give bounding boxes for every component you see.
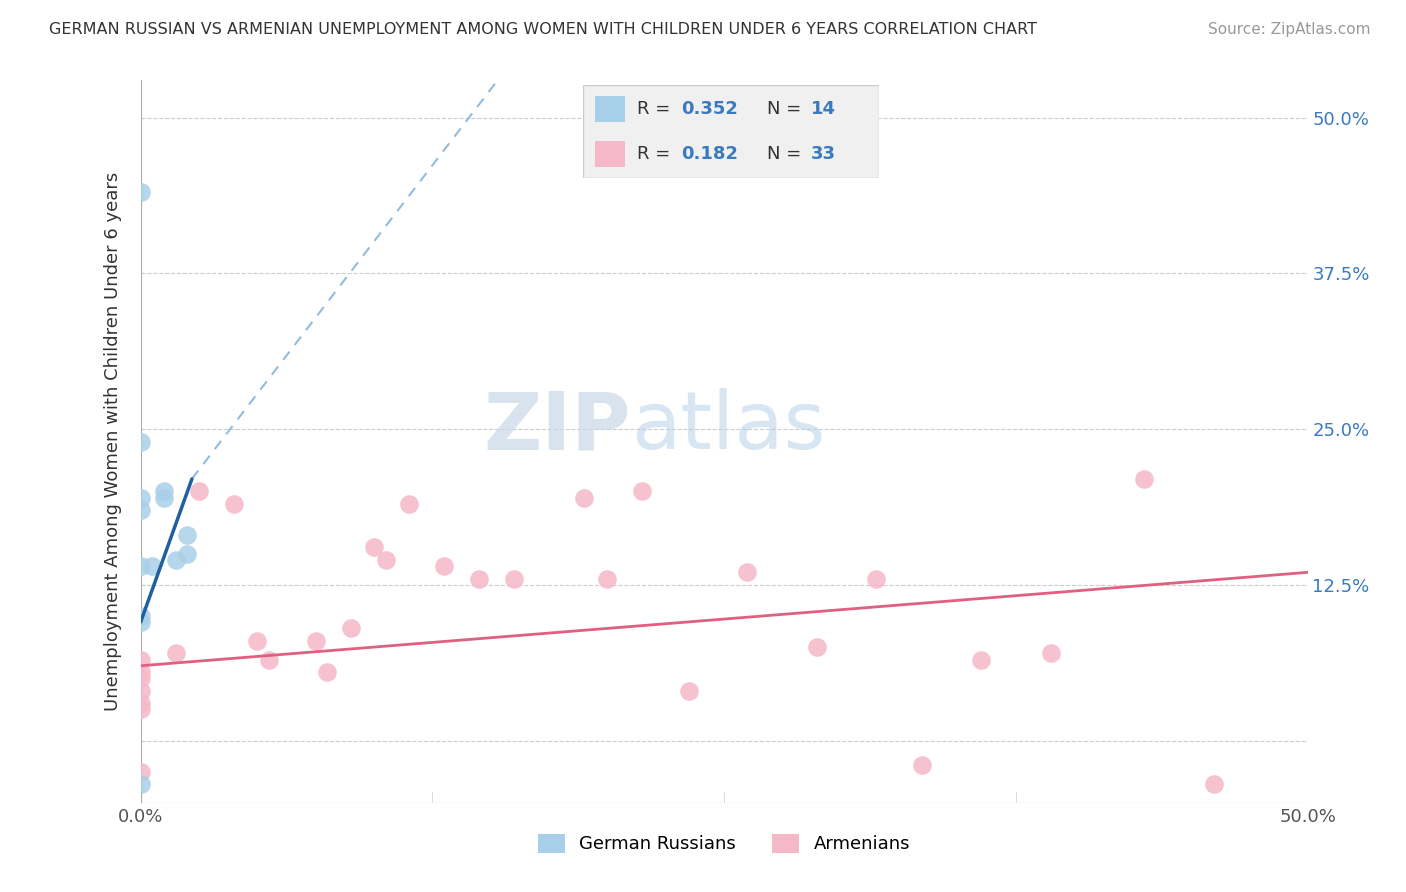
Point — [398, 497, 420, 511]
Point — [129, 559, 152, 574]
Point — [165, 646, 187, 660]
Point — [433, 559, 456, 574]
Point — [129, 665, 152, 679]
Point — [129, 609, 152, 624]
Point — [305, 633, 328, 648]
Text: 14: 14 — [811, 100, 835, 118]
Text: atlas: atlas — [631, 388, 825, 467]
Point — [246, 633, 269, 648]
Point — [176, 528, 198, 542]
Text: GERMAN RUSSIAN VS ARMENIAN UNEMPLOYMENT AMONG WOMEN WITH CHILDREN UNDER 6 YEARS : GERMAN RUSSIAN VS ARMENIAN UNEMPLOYMENT … — [49, 22, 1038, 37]
Text: 0.352: 0.352 — [681, 100, 738, 118]
Point — [129, 434, 152, 449]
Point — [129, 702, 152, 716]
FancyBboxPatch shape — [595, 141, 624, 167]
Point — [222, 497, 245, 511]
Point — [1204, 777, 1226, 791]
FancyBboxPatch shape — [583, 85, 879, 178]
Point — [129, 671, 152, 685]
Point — [129, 683, 152, 698]
Point — [316, 665, 339, 679]
Point — [129, 186, 152, 200]
Text: R =: R = — [637, 100, 676, 118]
Point — [153, 491, 176, 505]
Point — [153, 484, 176, 499]
Text: N =: N = — [766, 145, 807, 163]
Point — [503, 572, 526, 586]
Text: 0.182: 0.182 — [681, 145, 738, 163]
Point — [865, 572, 887, 586]
Point — [129, 764, 152, 779]
Point — [129, 696, 152, 710]
Point — [129, 777, 152, 791]
Point — [129, 615, 152, 630]
Point — [129, 652, 152, 666]
Point — [141, 559, 163, 574]
Point — [970, 652, 993, 666]
Point — [1133, 472, 1156, 486]
Point — [339, 621, 361, 635]
Text: Source: ZipAtlas.com: Source: ZipAtlas.com — [1208, 22, 1371, 37]
Text: ZIP: ZIP — [484, 388, 631, 467]
Point — [374, 553, 396, 567]
Point — [363, 541, 385, 555]
Point — [468, 572, 491, 586]
Point — [572, 491, 595, 505]
Text: 33: 33 — [811, 145, 835, 163]
Point — [631, 484, 654, 499]
Text: R =: R = — [637, 145, 676, 163]
Point — [1039, 646, 1062, 660]
Point — [596, 572, 619, 586]
Point — [129, 491, 152, 505]
Point — [678, 683, 700, 698]
Point — [911, 758, 934, 772]
Point — [129, 503, 152, 517]
Text: N =: N = — [766, 100, 807, 118]
Point — [165, 553, 187, 567]
Y-axis label: Unemployment Among Women with Children Under 6 years: Unemployment Among Women with Children U… — [104, 172, 122, 711]
Point — [188, 484, 211, 499]
Point — [257, 652, 280, 666]
Point — [806, 640, 828, 654]
Point — [737, 566, 759, 580]
FancyBboxPatch shape — [595, 96, 624, 122]
Point — [176, 547, 198, 561]
Legend: German Russians, Armenians: German Russians, Armenians — [529, 825, 920, 863]
